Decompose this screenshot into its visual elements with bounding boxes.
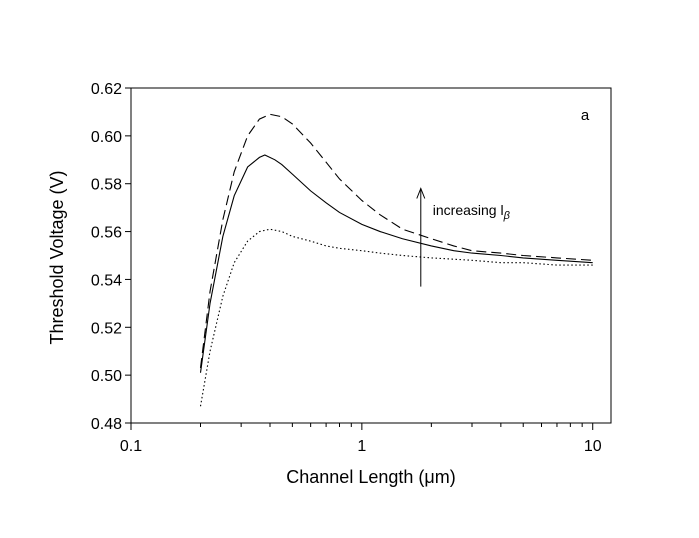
annotation: increasing lβ	[416, 187, 511, 287]
y-tick-label: 0.60	[91, 129, 122, 146]
y-tick-label: 0.62	[91, 81, 122, 98]
series-line-dashed	[199, 113, 593, 369]
y-tick-label: 0.52	[91, 320, 122, 337]
y-tick-label: 0.58	[91, 177, 122, 194]
tick-labels: 0.48 0.50 0.52 0.54 0.56 0.58 0.60 0.62 0.1 1 10	[91, 81, 602, 455]
y-tick-label: 0.54	[91, 272, 122, 289]
y-tick-label: 0.50	[91, 368, 122, 385]
x-tick-label: 10	[584, 438, 602, 455]
x-tick-label: 0.1	[120, 438, 142, 455]
axis-ticks	[125, 87, 594, 430]
annotation-subscript: β	[503, 210, 511, 222]
annotation-main: increasing l	[433, 202, 504, 218]
arrowhead	[416, 187, 426, 199]
y-axis-title: Threshold Voltage (V)	[47, 170, 67, 344]
y-tick-label: 0.48	[91, 416, 122, 433]
plot-frame	[130, 87, 612, 424]
series-line-dotted	[199, 228, 593, 407]
x-tick-label: 1	[357, 438, 366, 455]
x-axis-title: Channel Length (μm)	[286, 467, 455, 487]
data-series	[199, 113, 593, 407]
y-tick-label: 0.56	[91, 225, 122, 242]
panel-label: a	[581, 107, 590, 124]
series-line-solid	[199, 154, 593, 373]
annotation-text: increasing lβ	[433, 202, 511, 222]
